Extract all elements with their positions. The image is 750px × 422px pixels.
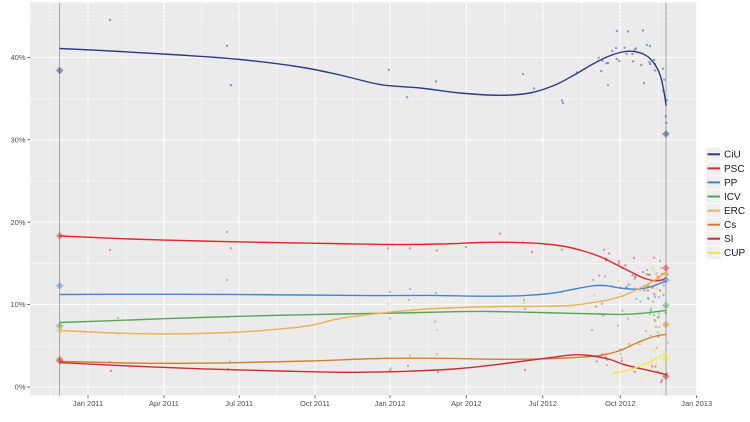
svg-text:PP: PP [724,178,738,189]
svg-text:SI: SI [724,234,733,245]
svg-text:ICV: ICV [724,192,741,203]
svg-text:CiU: CiU [724,150,741,161]
svg-text:ERC: ERC [724,206,745,217]
svg-text:Jan 2013: Jan 2013 [681,399,712,408]
svg-text:CUP: CUP [724,248,745,259]
svg-text:Jul 2011: Jul 2011 [225,399,253,408]
svg-text:PSC: PSC [724,164,745,175]
svg-text:Oct 2012: Oct 2012 [605,399,635,408]
svg-text:Jan 2011: Jan 2011 [73,399,103,408]
svg-text:Cs: Cs [724,220,736,231]
svg-text:Jul 2012: Jul 2012 [529,399,557,408]
svg-text:Apr 2012: Apr 2012 [451,399,481,408]
svg-text:20%: 20% [10,218,25,227]
svg-text:Apr 2011: Apr 2011 [149,399,179,408]
svg-text:Oct 2011: Oct 2011 [300,399,330,408]
svg-text:30%: 30% [10,135,25,144]
svg-text:0%: 0% [15,383,26,392]
svg-text:Jan 2012: Jan 2012 [375,399,406,408]
svg-text:40%: 40% [10,53,25,62]
svg-text:10%: 10% [10,300,25,309]
